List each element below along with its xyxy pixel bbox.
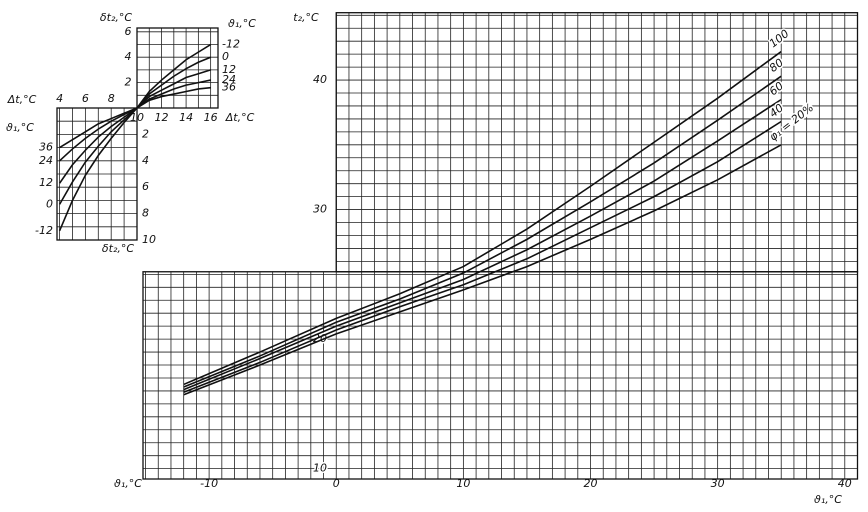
x-tick-label: 6 <box>82 92 89 105</box>
x-tick-label: 4 <box>56 92 63 105</box>
y-tick-label: 10 <box>313 462 327 475</box>
x-tick-label: 0 <box>333 477 340 490</box>
curve <box>58 107 138 184</box>
y-tick-label: 2 <box>125 76 132 89</box>
curve-label: 12 <box>222 63 236 76</box>
y-tick-label: 8 <box>142 207 149 220</box>
y-tick-label: 30 <box>313 203 327 216</box>
x-tick-label: 12 <box>155 111 169 124</box>
curve <box>136 86 211 109</box>
curve <box>136 56 211 109</box>
inset-left-x-label: Δt,°C <box>7 93 37 106</box>
y-tick-label: 40 <box>313 73 327 86</box>
inset-top-x-label: Δt,°C <box>225 111 255 124</box>
curve <box>183 75 782 388</box>
y-tick-label: 4 <box>125 50 132 63</box>
curve <box>136 79 211 109</box>
grid-frame <box>335 12 859 273</box>
y-tick-label: 10 <box>142 233 156 246</box>
grid-frame <box>136 27 219 109</box>
curve-label: 0 <box>46 197 53 210</box>
curve-label: 0 <box>222 50 229 63</box>
inset-top-legend-title: ϑ₁,°C <box>228 17 256 30</box>
grid-frame <box>142 271 859 480</box>
curve <box>58 107 138 232</box>
inset-left-y-label: δt₂,°C <box>102 242 134 255</box>
x-tick-label: 8 <box>108 92 115 105</box>
curve-label: 80 <box>767 56 786 75</box>
inset-top-y-label: δt₂,°C <box>100 11 132 24</box>
y-tick-label: 6 <box>142 180 149 193</box>
x-tick-label: 20 <box>584 477 598 490</box>
curve-label: -12 <box>35 224 53 237</box>
main-y-label: t₂,°C <box>293 11 319 24</box>
y-tick-label: 4 <box>142 154 149 167</box>
curve-label: 12 <box>39 176 53 189</box>
inset-left-legend-title: ϑ₁,°C <box>6 121 34 134</box>
curve <box>136 69 211 109</box>
y-tick-label: 6 <box>125 25 132 38</box>
curve <box>136 43 212 109</box>
curve <box>59 107 138 162</box>
main-x-label: ϑ₁,°C <box>814 493 842 506</box>
curve-label: 36 <box>39 141 53 154</box>
curve <box>183 50 782 386</box>
curve <box>183 98 782 391</box>
x-tick-label: 40 <box>838 477 852 490</box>
curve-label: 100 <box>767 27 792 50</box>
y-tick-label: 2 <box>142 127 149 140</box>
x-tick-label: 10 <box>456 477 470 490</box>
curve-label: -12 <box>222 38 240 51</box>
x-tick-label: 30 <box>711 477 725 490</box>
curve <box>183 144 782 396</box>
x-tick-label: 14 <box>179 111 193 124</box>
grid-frame <box>56 107 138 241</box>
curve-label: 40 <box>767 101 786 120</box>
x-tick-label: -10 <box>200 477 218 490</box>
curve-label: 36 <box>222 81 236 94</box>
curve-label: 24 <box>39 154 53 167</box>
main-x-label-left: ϑ₁,°C <box>114 477 142 490</box>
curve-label: 24 <box>222 73 236 86</box>
x-tick-label: 16 <box>204 111 218 124</box>
curve <box>59 107 138 149</box>
curve <box>58 107 138 205</box>
curve-label: 60 <box>767 79 786 98</box>
curve <box>183 120 782 393</box>
